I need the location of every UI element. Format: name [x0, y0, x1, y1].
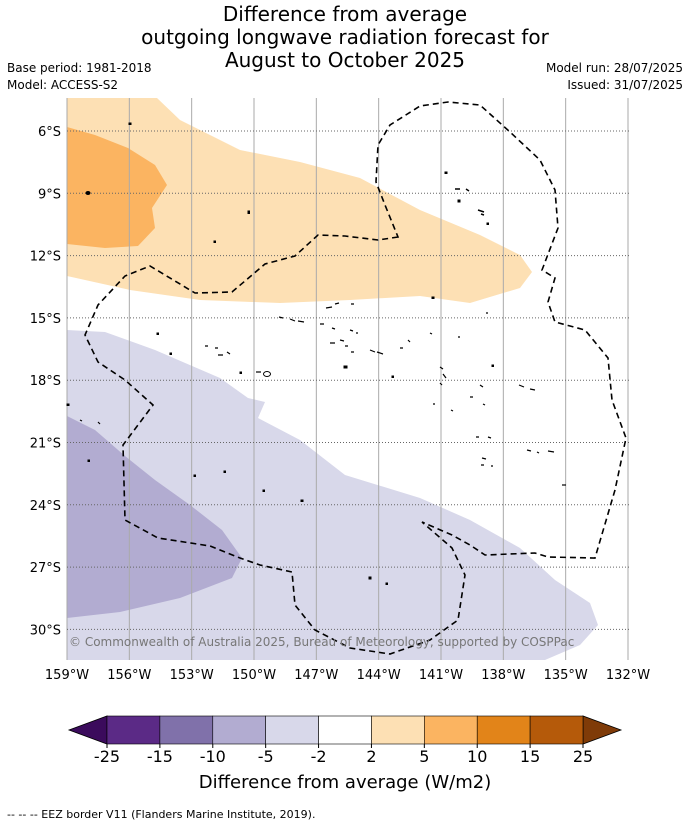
- model-run: Model run: 28/07/2025: [545, 61, 683, 75]
- colorbar-tick-label: 10: [467, 747, 487, 766]
- colorbar-tick-label: -5: [258, 747, 274, 766]
- longitude-label: 141°W: [419, 668, 463, 683]
- colorbar-tick-label: 5: [419, 747, 429, 766]
- colorbar-swatch: [159, 715, 214, 745]
- longitude-label: 159°W: [45, 668, 89, 683]
- title-line-2: outgoing longwave radiation forecast for: [141, 25, 549, 49]
- colorbar-tick-label: 25: [573, 747, 593, 766]
- latitude-label: 21°S: [30, 437, 61, 452]
- latitude-label: 9°S: [38, 187, 61, 202]
- longitude-label: 147°W: [294, 668, 338, 683]
- latitude-label: 27°S: [30, 561, 61, 576]
- longitude-labels: 159°W 156°W 153°W 150°W 147°W 144°W 141°W 138°W…: [45, 668, 650, 683]
- colorbar-high-extend: [582, 715, 623, 745]
- colorbar-tick-label: 15: [520, 747, 540, 766]
- colorbar-swatch: [265, 715, 319, 745]
- colorbar-swatch: [424, 715, 478, 745]
- anomaly-fill-layer: [67, 98, 598, 660]
- colorbar-low-extend: [67, 715, 108, 745]
- colorbar-swatch: [371, 715, 425, 745]
- colorbar-swatch: [318, 715, 372, 745]
- colorbar-swatch: [476, 715, 531, 745]
- eez-border: [84, 101, 627, 655]
- colorbar: -25 -15 -10 -5 -2 2 5 10 15 25: [67, 715, 623, 766]
- colorbar-tick-label: -15: [147, 747, 173, 766]
- colorbar-tick-label: -25: [94, 747, 120, 766]
- colorbar-tick-label: -10: [200, 747, 226, 766]
- colorbar-tick-label: -2: [311, 747, 327, 766]
- longitude-label: 132°W: [606, 668, 650, 683]
- latitude-label: 6°S: [38, 125, 61, 140]
- latitude-label: 24°S: [30, 499, 61, 514]
- colorbar-swatch: [529, 715, 584, 745]
- base-period: Base period: 1981-2018: [7, 61, 152, 75]
- latitude-label: 15°S: [30, 312, 61, 327]
- longitude-label: 135°W: [544, 668, 588, 683]
- negative-anomaly-10-5: [67, 416, 242, 618]
- positive-anomaly-5-10: [67, 127, 167, 248]
- colorbar-label: Difference from average (W/m2): [199, 772, 491, 793]
- footer-note: -- -- -- EEZ border V11 (Flanders Marine…: [7, 808, 316, 821]
- longitude-label: 153°W: [170, 668, 214, 683]
- longitude-label: 138°W: [481, 668, 525, 683]
- title-line-1: Difference from average: [222, 2, 468, 26]
- latitude-labels: 6°S 9°S 12°S 15°S 18°S 21°S 24°S 27°S 30°S: [30, 125, 61, 638]
- colorbar-tick-label: 2: [366, 747, 376, 766]
- copyright-notice: © Commonwealth of Australia 2025, Bureau…: [69, 635, 574, 649]
- longitude-label: 144°W: [357, 668, 401, 683]
- longitude-label: 156°W: [107, 668, 151, 683]
- colorbar-swatch: [212, 715, 266, 745]
- positive-anomaly-2-5: [67, 98, 532, 303]
- gridlines: [66, 98, 629, 660]
- issued-date: Issued: 31/07/2025: [567, 78, 683, 92]
- model-name: Model: ACCESS-S2: [7, 78, 119, 92]
- latitude-label: 30°S: [30, 623, 61, 638]
- colorbar-swatch: [106, 715, 161, 745]
- latitude-label: 12°S: [30, 250, 61, 265]
- islands: [66, 122, 566, 585]
- longitude-label: 150°W: [232, 668, 276, 683]
- latitude-label: 18°S: [30, 374, 61, 389]
- title-line-3: August to October 2025: [224, 48, 466, 72]
